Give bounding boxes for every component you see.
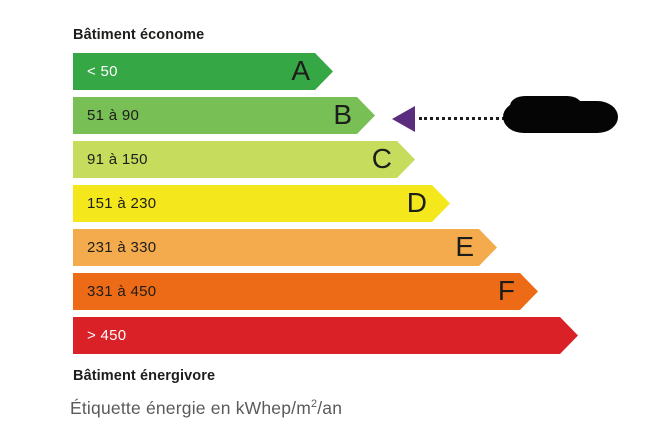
energy-class-bar-g [73, 317, 578, 354]
energy-class-range-c: 91 à 150 [87, 151, 148, 168]
redacted-rating-value-overflow [510, 96, 582, 116]
energy-class-range-f: 331 à 450 [87, 283, 157, 300]
energy-class-row-b: 51 à 90 B [73, 97, 375, 134]
energy-class-range-e: 231 à 330 [87, 239, 157, 256]
energy-class-letter-e: E [455, 231, 474, 262]
energy-class-row-e: 231 à 330 E [73, 229, 497, 266]
energy-class-bar-b [73, 97, 375, 134]
energy-class-letter-d: D [406, 187, 427, 218]
energy-class-bar-a [73, 53, 333, 90]
energy-class-letter-f: F [497, 275, 515, 306]
energy-units-prefix: Étiquette énergie en kWhep/m [70, 398, 312, 418]
energy-class-letter-b: B [333, 99, 352, 130]
energy-units-exponent: 2 [311, 398, 318, 411]
energy-class-bar-c [73, 141, 415, 178]
energy-class-row-g: > 450 [73, 317, 578, 354]
rating-pointer-triangle-icon [392, 106, 415, 132]
rating-leader-dotted-line [419, 117, 511, 123]
energy-units-caption: Étiquette énergie en kWhep/m2/an [70, 398, 342, 419]
energy-class-range-a: < 50 [87, 63, 118, 80]
energy-class-range-b: 51 à 90 [87, 107, 140, 124]
energy-class-row-c: 91 à 150 C [73, 141, 415, 178]
energy-hungry-building-caption: Bâtiment énergivore [73, 368, 216, 384]
energy-class-row-d: 151 à 230 D [73, 185, 450, 222]
energy-class-letter-c: C [371, 143, 392, 174]
energy-class-row-f: 331 à 450 F [73, 273, 538, 310]
energy-class-bar-d [73, 185, 450, 222]
energy-units-suffix: /an [317, 398, 343, 418]
energy-class-bar-e [73, 229, 497, 266]
energy-class-row-a: < 50 A [73, 53, 333, 90]
energy-class-bar-f [73, 273, 538, 310]
energy-class-range-d: 151 à 230 [87, 195, 157, 212]
energy-class-range-g: > 450 [87, 327, 127, 344]
energy-class-letter-a: A [291, 55, 310, 86]
economical-building-caption: Bâtiment économe [73, 27, 205, 43]
